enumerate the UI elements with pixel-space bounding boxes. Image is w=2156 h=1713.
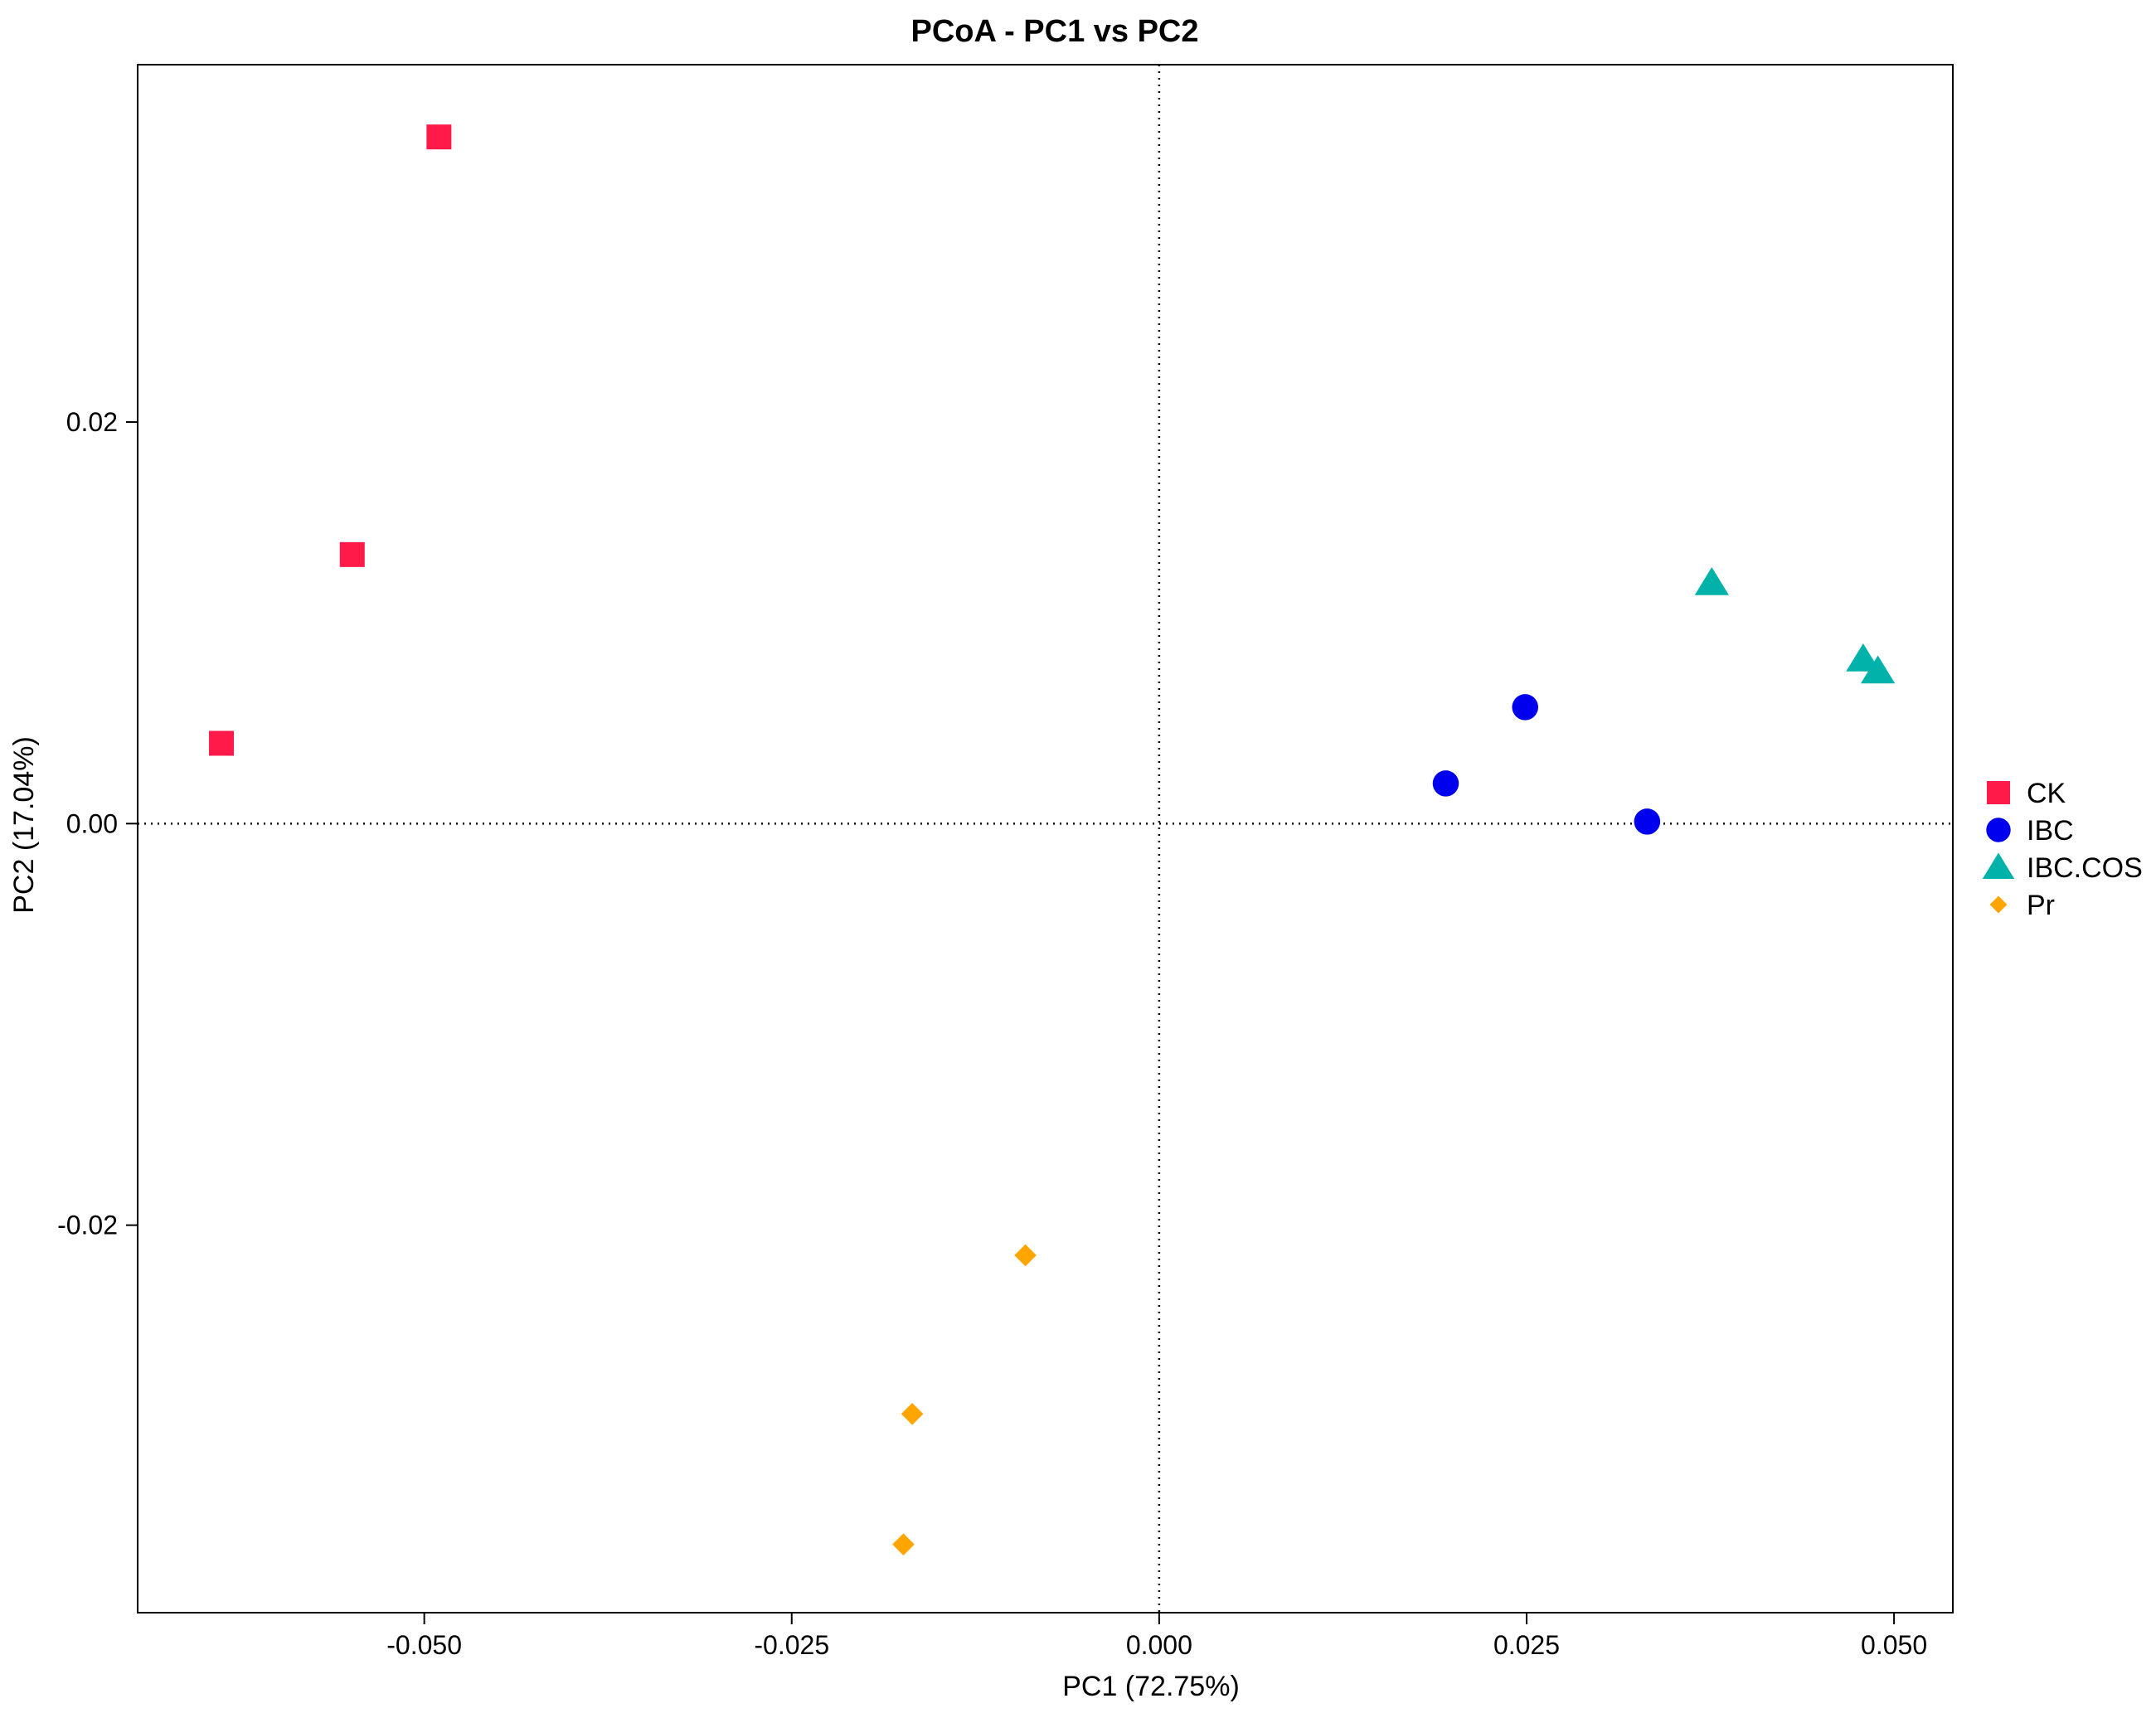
data-point-ck (209, 730, 235, 756)
chart-title: PCoA - PC1 vs PC2 (910, 14, 1198, 49)
legend-label: IBC (2027, 815, 2074, 847)
legend-marker-ck (1987, 781, 2010, 804)
x-axis-label: PC1 (72.75%) (1062, 1671, 1240, 1702)
legend-marker-ibc (1986, 818, 2011, 842)
legend-marker-pr (1989, 895, 2008, 914)
legend-label: Pr (2027, 890, 2055, 921)
data-point-ibc-cos (1694, 567, 1729, 595)
y-tick-label: 0.02 (66, 407, 118, 437)
plot-frame (137, 64, 1954, 1614)
data-point-ibc-cos (1846, 643, 1881, 672)
data-point-ck (426, 124, 452, 150)
legend-label: IBC.COS (2027, 852, 2143, 884)
data-point-pr (901, 1402, 924, 1425)
y-axis-label: PC2 (17.04%) (8, 736, 40, 914)
plot-area: -0.050 -0.025 0.000 0.025 0.050 -0.02 0.00 0.02 (57, 64, 1954, 1660)
legend-label: CK (2027, 778, 2066, 809)
data-point-ibc (1634, 808, 1661, 835)
x-tick-label: 0.025 (1493, 1630, 1560, 1660)
data-point-pr (1014, 1244, 1037, 1267)
y-tick-label: 0.00 (66, 808, 118, 838)
data-point-ibc-cos (1860, 655, 1896, 684)
x-tick-label: -0.050 (386, 1630, 462, 1660)
data-point-ibc (1432, 770, 1459, 797)
y-tick-label: -0.02 (57, 1211, 118, 1240)
legend: CK IBC IBC.COS Pr (1982, 778, 2143, 921)
data-point-ck (339, 541, 365, 567)
x-tick-label: -0.025 (754, 1630, 829, 1660)
x-tick-label: 0.050 (1861, 1630, 1927, 1660)
data-point-ibc (1512, 694, 1538, 721)
x-tick-label: 0.000 (1126, 1630, 1192, 1660)
data-point-pr (892, 1533, 915, 1555)
legend-marker-ibc-cos (1982, 852, 2015, 879)
